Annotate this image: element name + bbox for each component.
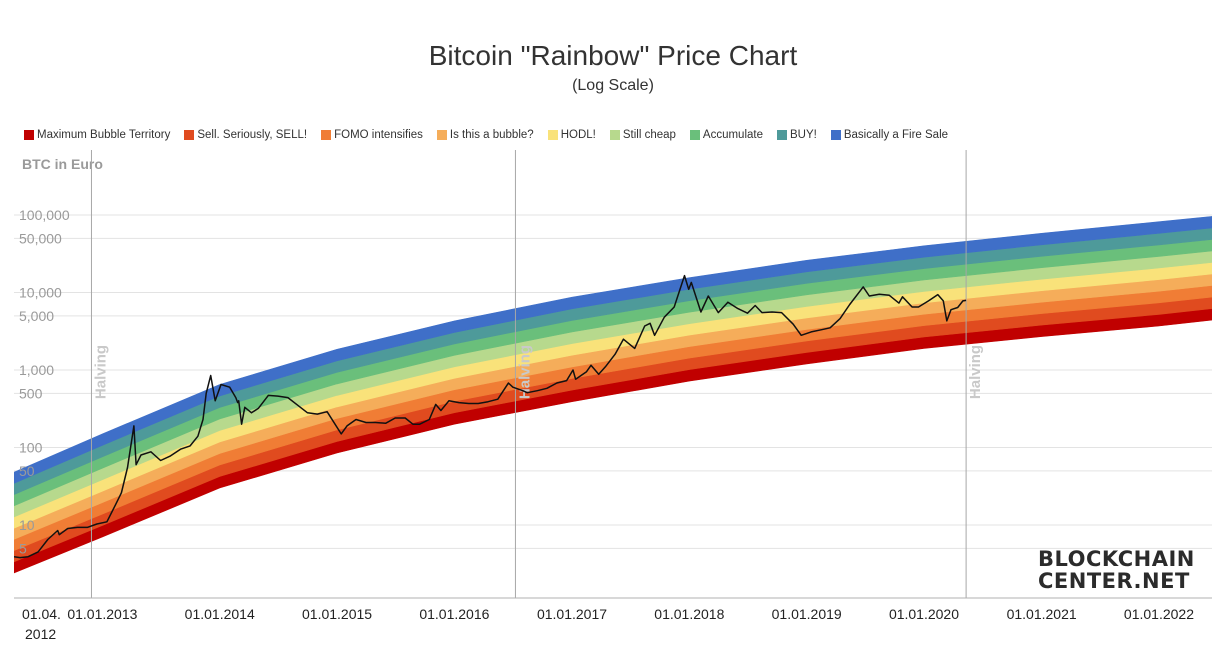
y-tick-label: 100 <box>19 440 43 456</box>
y-tick-label: 50,000 <box>19 230 62 246</box>
legend-swatch <box>689 130 700 140</box>
x-tick-label: 01.04. <box>22 606 61 622</box>
x-tick-label: 01.01.2015 <box>302 606 372 622</box>
legend-item[interactable]: Sell. Seriously, SELL! <box>184 129 307 141</box>
legend-swatch <box>830 130 841 140</box>
x-tick-label: 01.01.2022 <box>1124 606 1194 622</box>
legend-item[interactable]: Accumulate <box>689 129 763 141</box>
y-tick-label: 5 <box>19 540 27 556</box>
x-tick-label: 01.01.2017 <box>537 606 607 622</box>
legend-swatch <box>24 130 34 140</box>
legend-label: Sell. Seriously, SELL! <box>197 129 308 141</box>
blockchaincenter-logo: BLOCKCHAIN CENTER.NET <box>1038 547 1195 593</box>
legend-label: FOMO intensifies <box>334 129 423 141</box>
band-basically-a-fire-sale <box>14 216 1212 484</box>
x-tick-label: 01.01.2013 <box>67 606 137 622</box>
chart-title: Bitcoin "Rainbow" Price Chart <box>428 40 798 71</box>
legend-item[interactable]: Basically a Fire Sale <box>830 129 949 141</box>
x-tick-label: 01.01.2019 <box>772 606 842 622</box>
halving-label: Halving <box>967 345 984 399</box>
legend-swatch <box>436 130 447 140</box>
legend-label: Maximum Bubble Territory <box>37 129 171 141</box>
y-tick-label: 50 <box>19 463 35 479</box>
halving-label: Halving <box>516 345 533 399</box>
chart-subtitle: (Log Scale) <box>572 77 654 94</box>
legend-label: HODL! <box>560 129 596 141</box>
y-axis-title: BTC in Euro <box>22 156 103 172</box>
y-tick-label: 5,000 <box>19 308 54 324</box>
legend-item[interactable]: Still cheap <box>609 129 676 141</box>
legend-item[interactable]: BUY! <box>777 129 817 141</box>
legend-item[interactable]: Maximum Bubble Territory <box>24 129 170 141</box>
y-tick-label: 500 <box>19 385 43 401</box>
legend-swatch <box>777 130 787 140</box>
halving-label: Halving <box>92 345 109 399</box>
legend-item[interactable]: Is this a bubble? <box>436 129 534 141</box>
x-tick-label: 01.01.2016 <box>419 606 489 622</box>
y-tick-label: 10,000 <box>19 285 62 301</box>
x-tick-label: 01.01.2018 <box>654 606 724 622</box>
legend-item[interactable]: HODL! <box>547 129 596 141</box>
y-tick-label: 1,000 <box>19 362 54 378</box>
legend-item[interactable]: FOMO intensifies <box>321 129 423 141</box>
chart-legend: Maximum Bubble Territory Sell. Seriously,… <box>24 126 962 144</box>
x-tick-label: 2012 <box>25 626 56 642</box>
legend-swatch <box>321 130 332 140</box>
legend-label: BUY! <box>790 129 817 141</box>
legend-label: Is this a bubble? <box>449 129 534 141</box>
x-tick-label: 01.01.2020 <box>889 606 959 622</box>
legend-label: Still cheap <box>622 129 676 141</box>
legend-swatch <box>184 130 195 140</box>
legend-label: Basically a Fire Sale <box>843 129 949 141</box>
legend-label: Accumulate <box>702 129 763 141</box>
y-tick-label: 100,000 <box>19 207 70 223</box>
rainbow-bands <box>14 216 1212 574</box>
legend-swatch <box>547 130 558 140</box>
price-line <box>14 274 967 559</box>
x-tick-label: 01.01.2021 <box>1007 606 1077 622</box>
legend-swatch <box>609 130 620 140</box>
x-tick-label: 01.01.2014 <box>185 606 255 622</box>
y-tick-label: 10 <box>19 517 35 533</box>
